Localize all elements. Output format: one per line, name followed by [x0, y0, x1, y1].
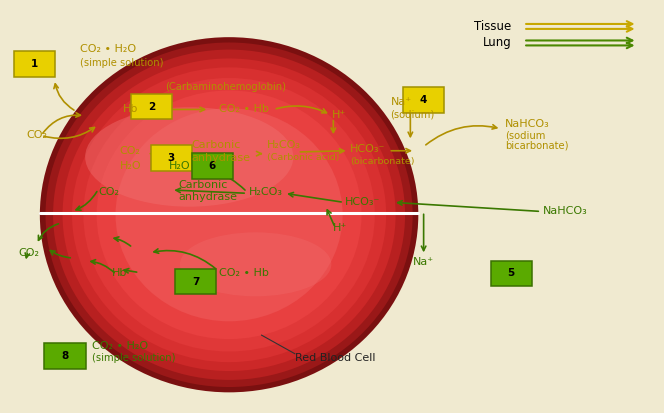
- FancyBboxPatch shape: [131, 94, 172, 119]
- Text: H⁺: H⁺: [333, 223, 347, 233]
- Ellipse shape: [46, 43, 412, 387]
- Text: (bicarbonate): (bicarbonate): [350, 157, 414, 166]
- Text: CO₂ • Hb: CO₂ • Hb: [219, 104, 269, 114]
- Text: anhydrase: anhydrase: [191, 153, 250, 163]
- Text: 4: 4: [420, 95, 428, 105]
- Text: 2: 2: [148, 102, 155, 112]
- Text: bicarbonate): bicarbonate): [505, 140, 568, 150]
- Ellipse shape: [116, 108, 343, 321]
- Text: (simple solution): (simple solution): [80, 58, 163, 68]
- Text: 8: 8: [62, 351, 68, 361]
- Text: CO₂ • H₂O: CO₂ • H₂O: [92, 341, 148, 351]
- FancyBboxPatch shape: [151, 145, 192, 171]
- Ellipse shape: [72, 67, 386, 362]
- Ellipse shape: [180, 233, 331, 296]
- Text: 7: 7: [192, 277, 200, 287]
- Text: Hb: Hb: [123, 104, 138, 114]
- Text: CO₂: CO₂: [120, 146, 141, 156]
- Text: CO₂ • H₂O: CO₂ • H₂O: [80, 44, 136, 54]
- Text: CO₂ • Hb: CO₂ • Hb: [219, 268, 269, 278]
- Text: H₂O: H₂O: [120, 161, 141, 171]
- Text: 1: 1: [31, 59, 38, 69]
- Text: (Carbaminohemoglobin): (Carbaminohemoglobin): [165, 82, 286, 92]
- Text: 5: 5: [508, 268, 515, 278]
- Text: anhydrase: anhydrase: [178, 192, 237, 202]
- Ellipse shape: [85, 107, 293, 206]
- Ellipse shape: [40, 37, 418, 392]
- Text: (Carbonic acid): (Carbonic acid): [267, 153, 339, 162]
- Ellipse shape: [53, 50, 405, 380]
- Text: (sodium: (sodium: [505, 131, 545, 140]
- Text: 3: 3: [168, 153, 175, 163]
- Text: HCO₃⁻: HCO₃⁻: [345, 197, 380, 207]
- Text: Red Blood Cell: Red Blood Cell: [295, 354, 376, 363]
- Text: NaHCO₃: NaHCO₃: [543, 206, 588, 216]
- Text: Na⁺: Na⁺: [413, 257, 434, 267]
- Text: Tissue: Tissue: [474, 20, 511, 33]
- Text: Lung: Lung: [483, 36, 511, 50]
- FancyBboxPatch shape: [192, 153, 233, 179]
- Text: H₂CO₃: H₂CO₃: [249, 187, 283, 197]
- Text: H⁺: H⁺: [332, 110, 346, 120]
- Ellipse shape: [62, 59, 396, 371]
- FancyBboxPatch shape: [403, 87, 444, 113]
- Text: Hb: Hb: [112, 268, 127, 278]
- Text: 6: 6: [209, 161, 216, 171]
- Text: NaHCO₃: NaHCO₃: [505, 119, 549, 129]
- Text: H₂O: H₂O: [169, 161, 191, 171]
- Text: H₂CO₃: H₂CO₃: [267, 140, 301, 150]
- Ellipse shape: [97, 90, 361, 339]
- FancyBboxPatch shape: [14, 51, 55, 77]
- FancyBboxPatch shape: [491, 261, 532, 286]
- Ellipse shape: [84, 78, 374, 351]
- Text: Carbonic: Carbonic: [191, 140, 240, 150]
- Text: CO₂: CO₂: [98, 187, 120, 197]
- Text: Na⁺: Na⁺: [390, 97, 412, 107]
- Text: HCO₃⁻: HCO₃⁻: [350, 144, 385, 154]
- FancyBboxPatch shape: [44, 343, 86, 369]
- Text: Carbonic: Carbonic: [178, 180, 227, 190]
- FancyBboxPatch shape: [175, 269, 216, 294]
- Text: (sodium): (sodium): [390, 110, 435, 120]
- Text: CO₂: CO₂: [27, 131, 48, 140]
- Text: (simple solution): (simple solution): [92, 354, 175, 363]
- Text: CO₂: CO₂: [19, 248, 40, 258]
